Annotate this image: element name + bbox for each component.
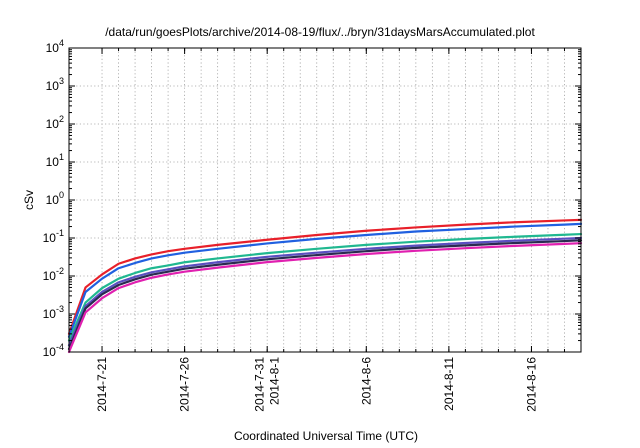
- y-tick-label: 103: [46, 76, 64, 93]
- x-axis-label: Coordinated Universal Time (UTC): [234, 429, 418, 443]
- y-tick-label: 102: [46, 114, 64, 131]
- series-line-4: [67, 236, 583, 347]
- x-tick-label: 2014-8-6: [359, 357, 373, 405]
- y-tick-label: 104: [46, 38, 64, 55]
- series-line-1: [67, 218, 583, 335]
- y-tick-label: 10-2: [43, 266, 64, 283]
- series-line-3: [67, 232, 583, 342]
- x-tick-label: 2014-8-16: [524, 357, 538, 412]
- y-tick-label: 10-4: [43, 342, 64, 359]
- y-tick-label: 101: [46, 152, 64, 169]
- chart-title: /data/run/goesPlots/archive/2014-08-19/f…: [105, 25, 535, 39]
- x-tick-label: 2014-7-26: [178, 357, 192, 412]
- x-tick-label: 2014-7-21: [95, 357, 109, 412]
- grid: [69, 48, 581, 352]
- series-layer: [67, 218, 583, 354]
- series-line-5: [67, 239, 583, 351]
- x-tick-labels: 2014-7-21 2014-7-26 2014-7-31 2014-8-1 2014-…: [95, 357, 538, 412]
- ticks: [69, 47, 581, 353]
- y-tick-label: 10-1: [43, 228, 64, 245]
- y-axis-label: cSv: [22, 190, 36, 210]
- x-tick-label: 2014-8-11: [442, 357, 456, 411]
- series-line-6: [67, 242, 583, 354]
- y-tick-label: 100: [46, 190, 64, 207]
- y-tick-labels: 10-4 10-3 10-2 10-1 100 101 102 103 104: [43, 38, 64, 359]
- series-line-2: [67, 222, 583, 338]
- y-tick-label: 10-3: [43, 304, 64, 321]
- x-tick-label: 2014-8-1: [268, 357, 282, 405]
- x-tick-label: 2014-7-31: [253, 357, 267, 412]
